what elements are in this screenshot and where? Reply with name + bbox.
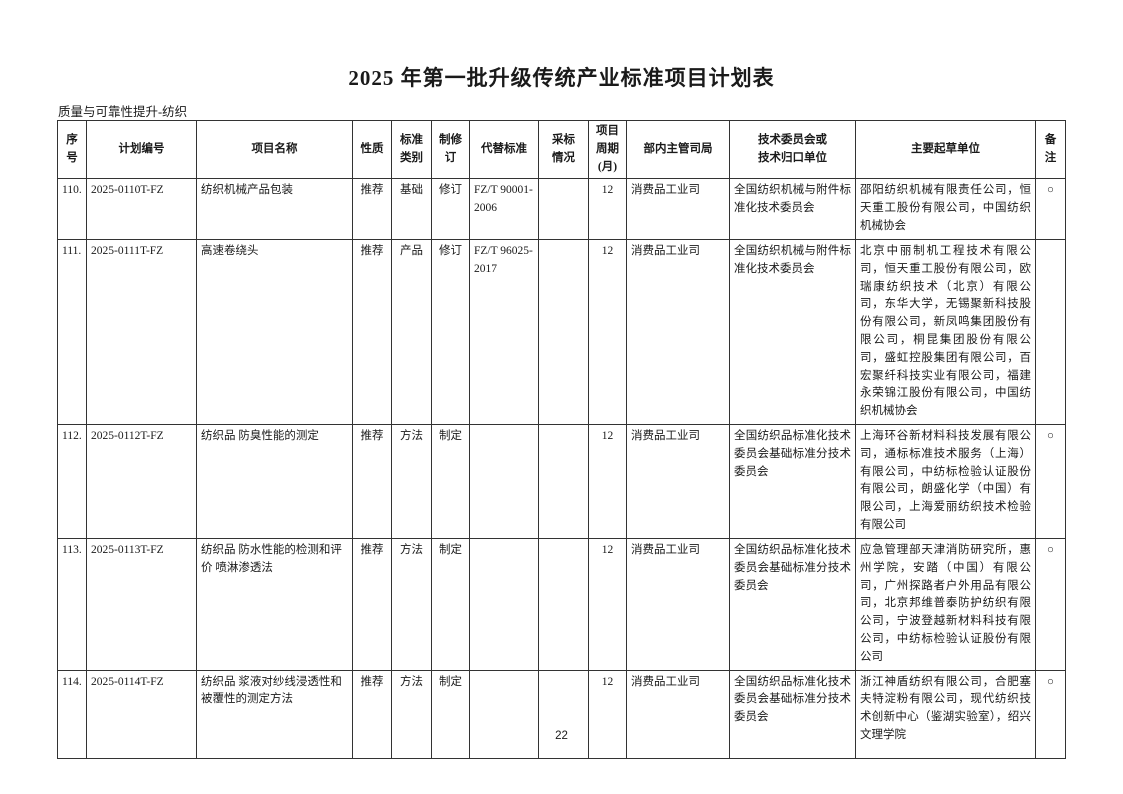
- column-header-adoption: 采标 情况: [538, 119, 589, 180]
- column-header-plan-no: 计划编号: [86, 119, 197, 180]
- cell-nature: 推荐: [352, 537, 392, 671]
- cell-replaced-standard: FZ/T 96025-2017: [469, 238, 539, 426]
- column-header-project-name: 项目名称: [196, 119, 353, 180]
- header-row: 序 号 计划编号 项目名称 性质 标准 类别 制修 订 代替标准 采标 情况 项…: [57, 119, 1066, 180]
- cell-note: [1035, 238, 1066, 426]
- column-header-dept: 部内主管司局: [626, 119, 730, 180]
- cell-project-name: 纺织品 防水性能的检测和评价 喷淋渗透法: [196, 537, 353, 671]
- cell-replaced-standard: FZ/T 90001-2006: [469, 178, 539, 240]
- cell-nature: 推荐: [352, 178, 392, 240]
- cell-dept: 消费品工业司: [626, 424, 730, 539]
- cell-plan-no: 2025-0113T-FZ: [86, 537, 197, 671]
- cell-committee: 全国纺织品标准化技术委员会基础标准分技术委员会: [729, 537, 856, 671]
- cell-plan-no: 2025-0110T-FZ: [86, 178, 197, 240]
- cell-seq: 112.: [57, 424, 87, 539]
- table-body: 110. 2025-0110T-FZ 纺织机械产品包装 推荐 基础 修订 FZ/…: [57, 178, 1066, 759]
- cell-plan-no: 2025-0114T-FZ: [86, 669, 197, 759]
- cell-drafters: 北京中丽制机工程技术有限公司，恒天重工股份有限公司，欧瑞康纺织技术（北京）有限公…: [855, 238, 1036, 426]
- cell-seq: 110.: [57, 178, 87, 240]
- cell-nature: 推荐: [352, 238, 392, 426]
- column-header-period: 项目 周期 (月): [588, 119, 627, 180]
- column-header-seq: 序 号: [57, 119, 87, 180]
- cell-period: 12: [588, 178, 627, 240]
- cell-category: 产品: [391, 238, 432, 426]
- cell-adoption: [538, 178, 589, 240]
- cell-drafters: 应急管理部天津消防研究所，惠州学院，安踏（中国）有限公司，广州探路者户外用品有限…: [855, 537, 1036, 671]
- cell-note: ○: [1035, 669, 1066, 759]
- cell-dept: 消费品工业司: [626, 669, 730, 759]
- table-row: 113. 2025-0113T-FZ 纺织品 防水性能的检测和评价 喷淋渗透法 …: [57, 537, 1066, 671]
- cell-drafters: 邵阳纺织机械有限责任公司，恒天重工股份有限公司，中国纺织机械协会: [855, 178, 1036, 240]
- cell-note: ○: [1035, 424, 1066, 539]
- cell-revision: 制定: [431, 537, 470, 671]
- column-header-drafters: 主要起草单位: [855, 119, 1036, 180]
- cell-period: 12: [588, 238, 627, 426]
- cell-adoption: [538, 537, 589, 671]
- cell-replaced-standard: [469, 537, 539, 671]
- column-header-replaced-standard: 代替标准: [469, 119, 539, 180]
- cell-drafters: 浙江神盾纺织有限公司，合肥塞夫特淀粉有限公司，现代纺织技术创新中心（鉴湖实验室）…: [855, 669, 1036, 759]
- column-header-committee: 技术委员会或 技术归口单位: [729, 119, 856, 180]
- cell-adoption: [538, 669, 589, 759]
- cell-revision: 制定: [431, 669, 470, 759]
- column-header-nature: 性质: [352, 119, 392, 180]
- cell-revision: 修订: [431, 178, 470, 240]
- cell-period: 12: [588, 424, 627, 539]
- page-number: 22: [555, 730, 568, 742]
- standard-project-plan-table: 序 号 计划编号 项目名称 性质 标准 类别 制修 订 代替标准 采标 情况 项…: [57, 119, 1066, 759]
- cell-note: ○: [1035, 178, 1066, 240]
- cell-replaced-standard: [469, 669, 539, 759]
- column-header-revision: 制修 订: [431, 119, 470, 180]
- cell-plan-no: 2025-0111T-FZ: [86, 238, 197, 426]
- cell-project-name: 纺织品 防臭性能的测定: [196, 424, 353, 539]
- cell-seq: 114.: [57, 669, 87, 759]
- table-row: 112. 2025-0112T-FZ 纺织品 防臭性能的测定 推荐 方法 制定 …: [57, 424, 1066, 539]
- table-row: 114. 2025-0114T-FZ 纺织品 浆液对纱线浸透性和被覆性的测定方法…: [57, 669, 1066, 759]
- section-label: 质量与可靠性提升-纺织: [58, 105, 188, 119]
- cell-revision: 制定: [431, 424, 470, 539]
- table-row: 110. 2025-0110T-FZ 纺织机械产品包装 推荐 基础 修订 FZ/…: [57, 178, 1066, 240]
- cell-committee: 全国纺织品标准化技术委员会基础标准分技术委员会: [729, 424, 856, 539]
- table-header: 序 号 计划编号 项目名称 性质 标准 类别 制修 订 代替标准 采标 情况 项…: [57, 119, 1066, 180]
- column-header-note: 备 注: [1035, 119, 1066, 180]
- cell-drafters: 上海环谷新材料科技发展有限公司，通标标准技术服务（上海）有限公司，中纺标检验认证…: [855, 424, 1036, 539]
- cell-project-name: 纺织机械产品包装: [196, 178, 353, 240]
- cell-plan-no: 2025-0112T-FZ: [86, 424, 197, 539]
- cell-project-name: 高速卷绕头: [196, 238, 353, 426]
- cell-note: ○: [1035, 537, 1066, 671]
- cell-adoption: [538, 424, 589, 539]
- column-header-category: 标准 类别: [391, 119, 432, 180]
- cell-revision: 修订: [431, 238, 470, 426]
- cell-nature: 推荐: [352, 669, 392, 759]
- cell-dept: 消费品工业司: [626, 178, 730, 240]
- cell-committee: 全国纺织机械与附件标准化技术委员会: [729, 238, 856, 426]
- table-row: 111. 2025-0111T-FZ 高速卷绕头 推荐 产品 修订 FZ/T 9…: [57, 238, 1066, 426]
- cell-category: 方法: [391, 669, 432, 759]
- cell-category: 基础: [391, 178, 432, 240]
- cell-replaced-standard: [469, 424, 539, 539]
- cell-period: 12: [588, 537, 627, 671]
- cell-committee: 全国纺织品标准化技术委员会基础标准分技术委员会: [729, 669, 856, 759]
- cell-category: 方法: [391, 537, 432, 671]
- cell-period: 12: [588, 669, 627, 759]
- cell-seq: 113.: [57, 537, 87, 671]
- cell-category: 方法: [391, 424, 432, 539]
- page-title: 2025 年第一批升级传统产业标准项目计划表: [348, 66, 775, 90]
- cell-adoption: [538, 238, 589, 426]
- cell-project-name: 纺织品 浆液对纱线浸透性和被覆性的测定方法: [196, 669, 353, 759]
- cell-seq: 111.: [57, 238, 87, 426]
- cell-nature: 推荐: [352, 424, 392, 539]
- cell-committee: 全国纺织机械与附件标准化技术委员会: [729, 178, 856, 240]
- cell-dept: 消费品工业司: [626, 537, 730, 671]
- cell-dept: 消费品工业司: [626, 238, 730, 426]
